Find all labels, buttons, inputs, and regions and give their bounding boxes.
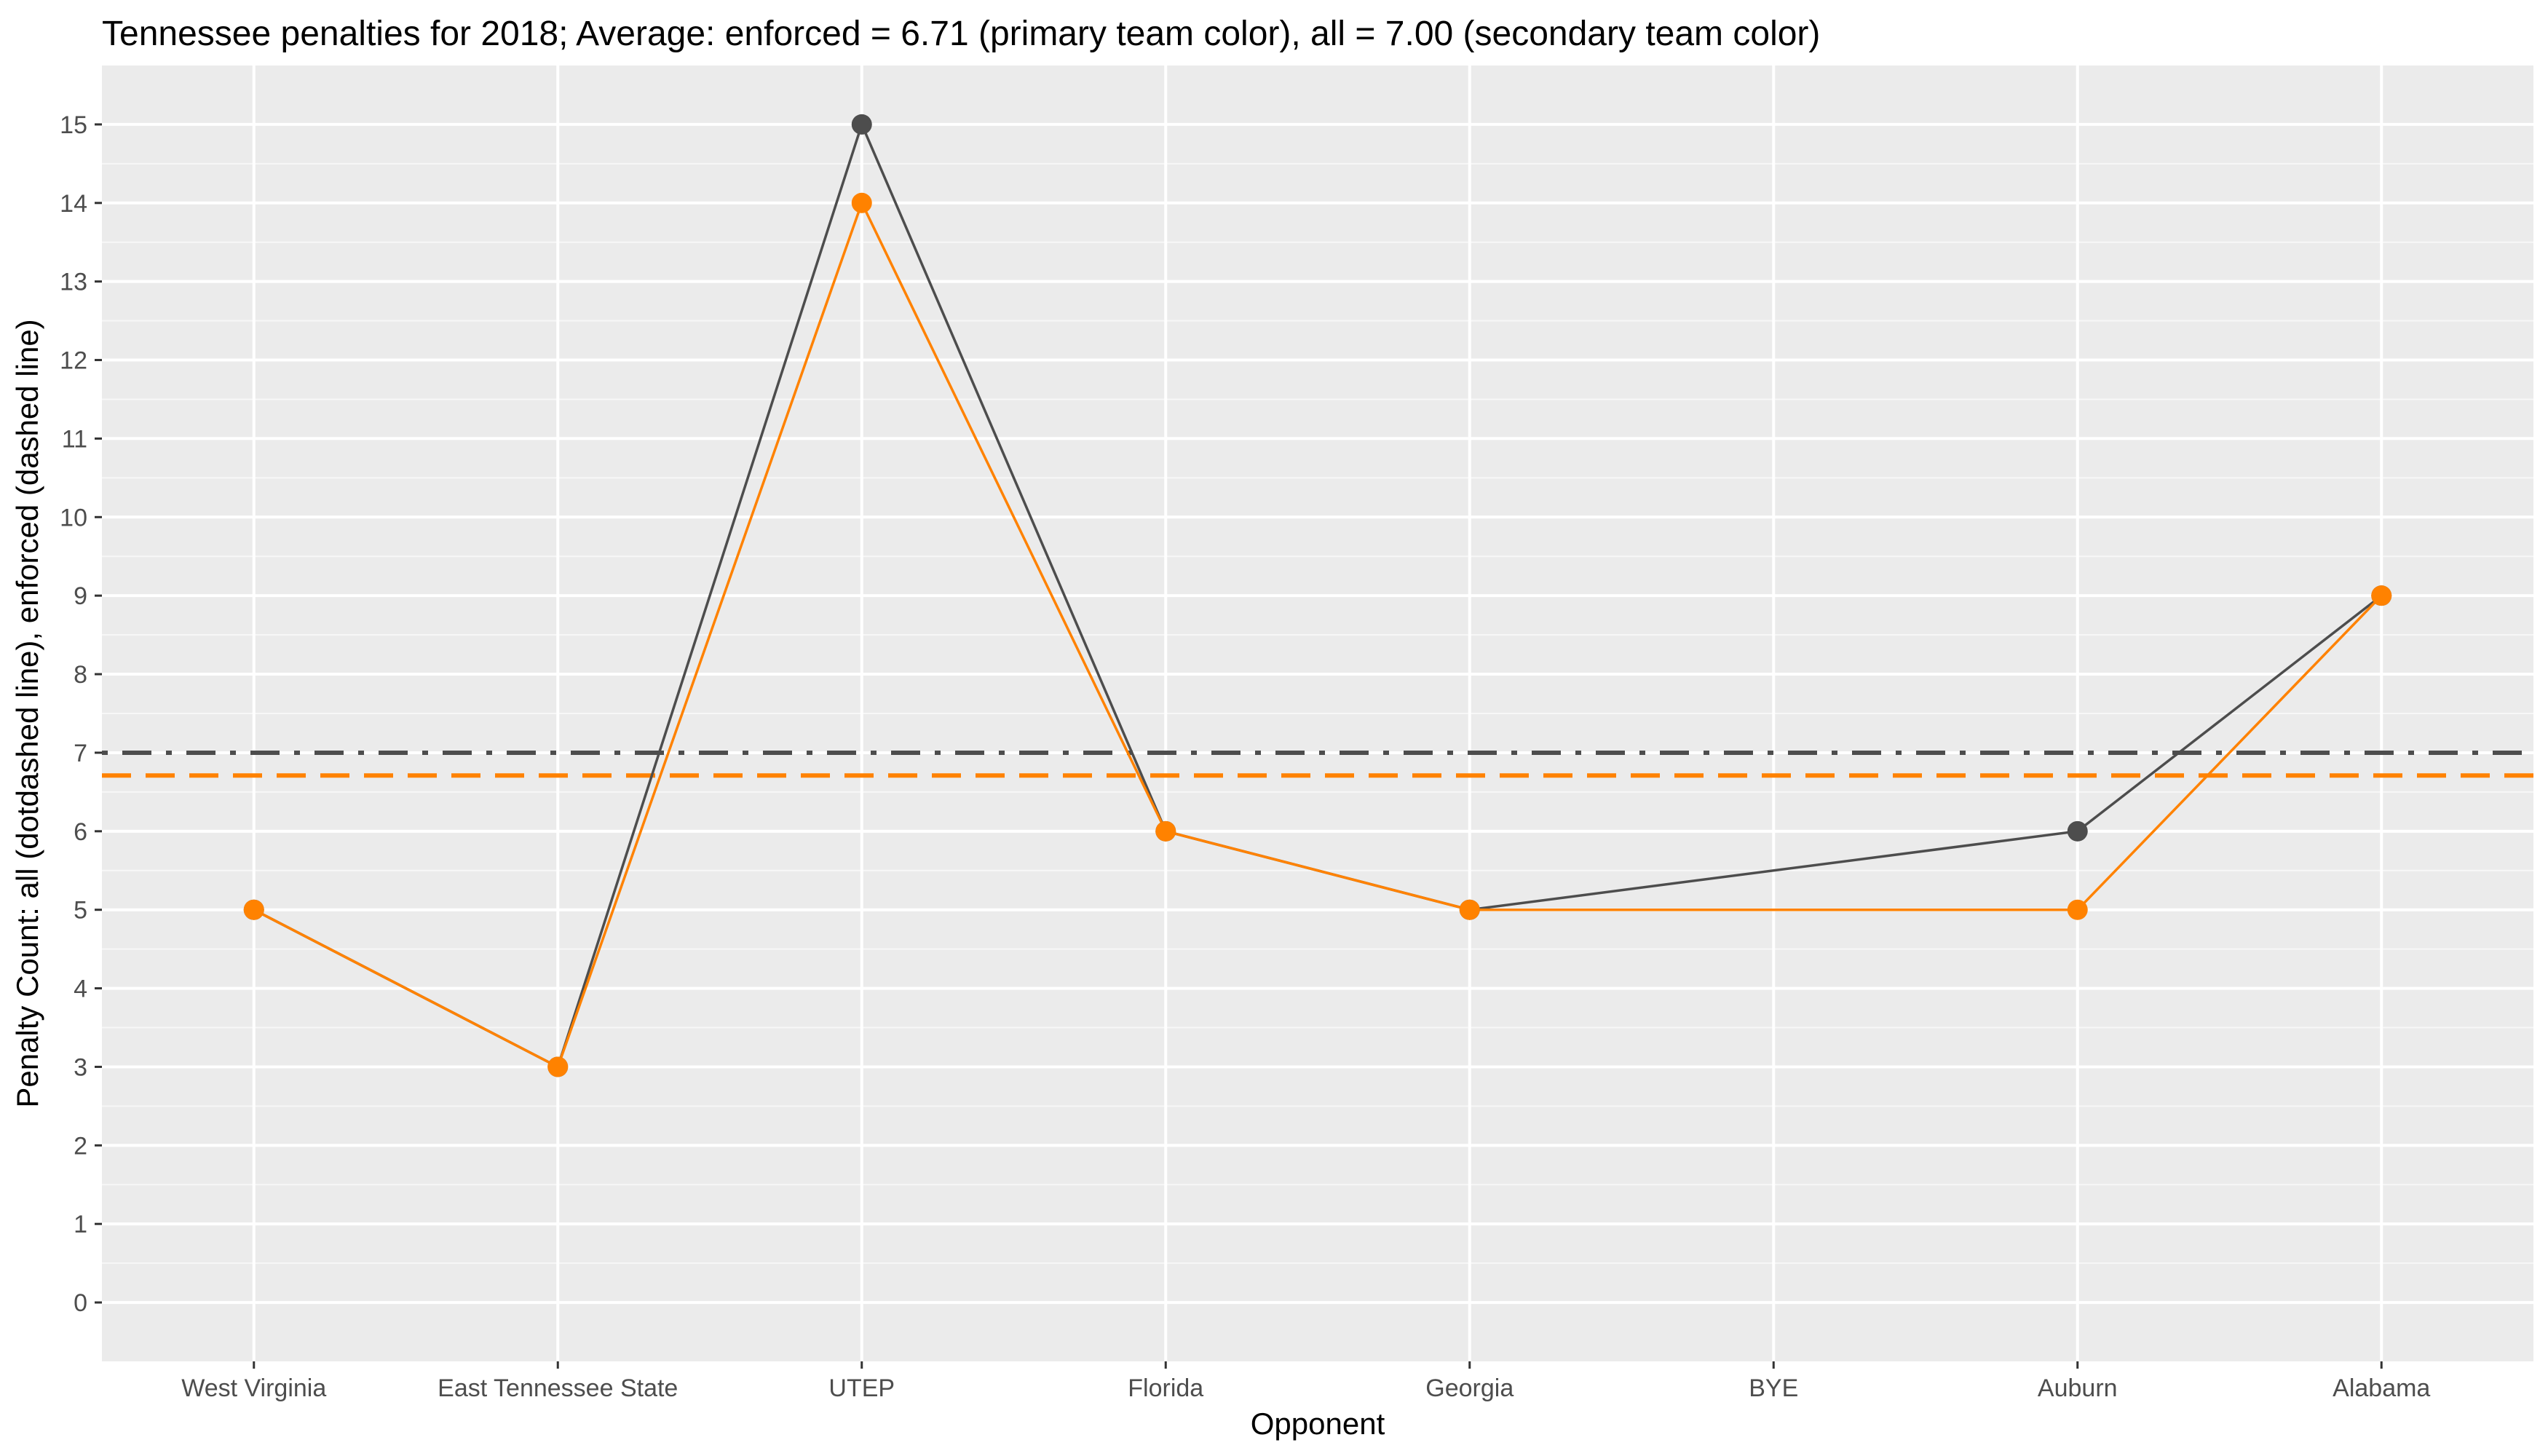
series-points	[243, 114, 2392, 1077]
y-tick-label: 7	[74, 740, 87, 767]
enforced-point	[851, 192, 872, 213]
y-tick-label: 13	[60, 269, 87, 296]
enforced-point	[2371, 585, 2392, 606]
enforced-point	[1459, 899, 1480, 920]
enforced-point	[547, 1056, 569, 1077]
y-tick-label: 0	[74, 1289, 87, 1317]
x-tick-label: Georgia	[1425, 1374, 1514, 1402]
x-axis-label: Opponent	[1251, 1406, 1385, 1441]
y-axis-label: Penalty Count: all (dotdashed line), enf…	[10, 319, 44, 1107]
y-tick-label: 15	[60, 111, 87, 139]
y-tick-label: 12	[60, 347, 87, 375]
x-tick-label: UTEP	[828, 1374, 895, 1402]
enforced-point	[1155, 820, 1176, 842]
y-tick-label: 4	[74, 976, 87, 1003]
y-tick-label: 8	[74, 661, 87, 689]
y-tick-label: 3	[74, 1053, 87, 1081]
y-tick-label: 9	[74, 582, 87, 610]
x-tick-label: East Tennessee State	[438, 1374, 678, 1402]
y-tick-label: 14	[60, 190, 87, 218]
y-tick-label: 10	[60, 504, 87, 531]
chart-title: Tennessee penalties for 2018; Average: e…	[102, 15, 1820, 53]
x-axis-ticks: West Virginia East Tennessee State UTEP Flo…	[181, 1361, 2430, 1402]
x-tick-label: Alabama	[2333, 1374, 2430, 1402]
x-tick-label: Auburn	[2038, 1374, 2118, 1402]
enforced-point	[243, 899, 264, 920]
enforced-point	[2067, 899, 2088, 920]
gridlines	[102, 66, 2533, 1361]
y-tick-label: 6	[74, 818, 87, 846]
x-tick-label: Florida	[1128, 1374, 1203, 1402]
y-tick-label: 5	[74, 897, 87, 925]
y-tick-label: 11	[62, 425, 87, 453]
y-tick-label: 1	[74, 1211, 87, 1238]
x-tick-label: West Virginia	[181, 1374, 326, 1402]
y-tick-label: 2	[74, 1132, 87, 1160]
average-lines	[102, 750, 2533, 778]
all-point	[2067, 820, 2088, 842]
x-tick-label: BYE	[1749, 1374, 1798, 1402]
all-point	[851, 114, 872, 135]
